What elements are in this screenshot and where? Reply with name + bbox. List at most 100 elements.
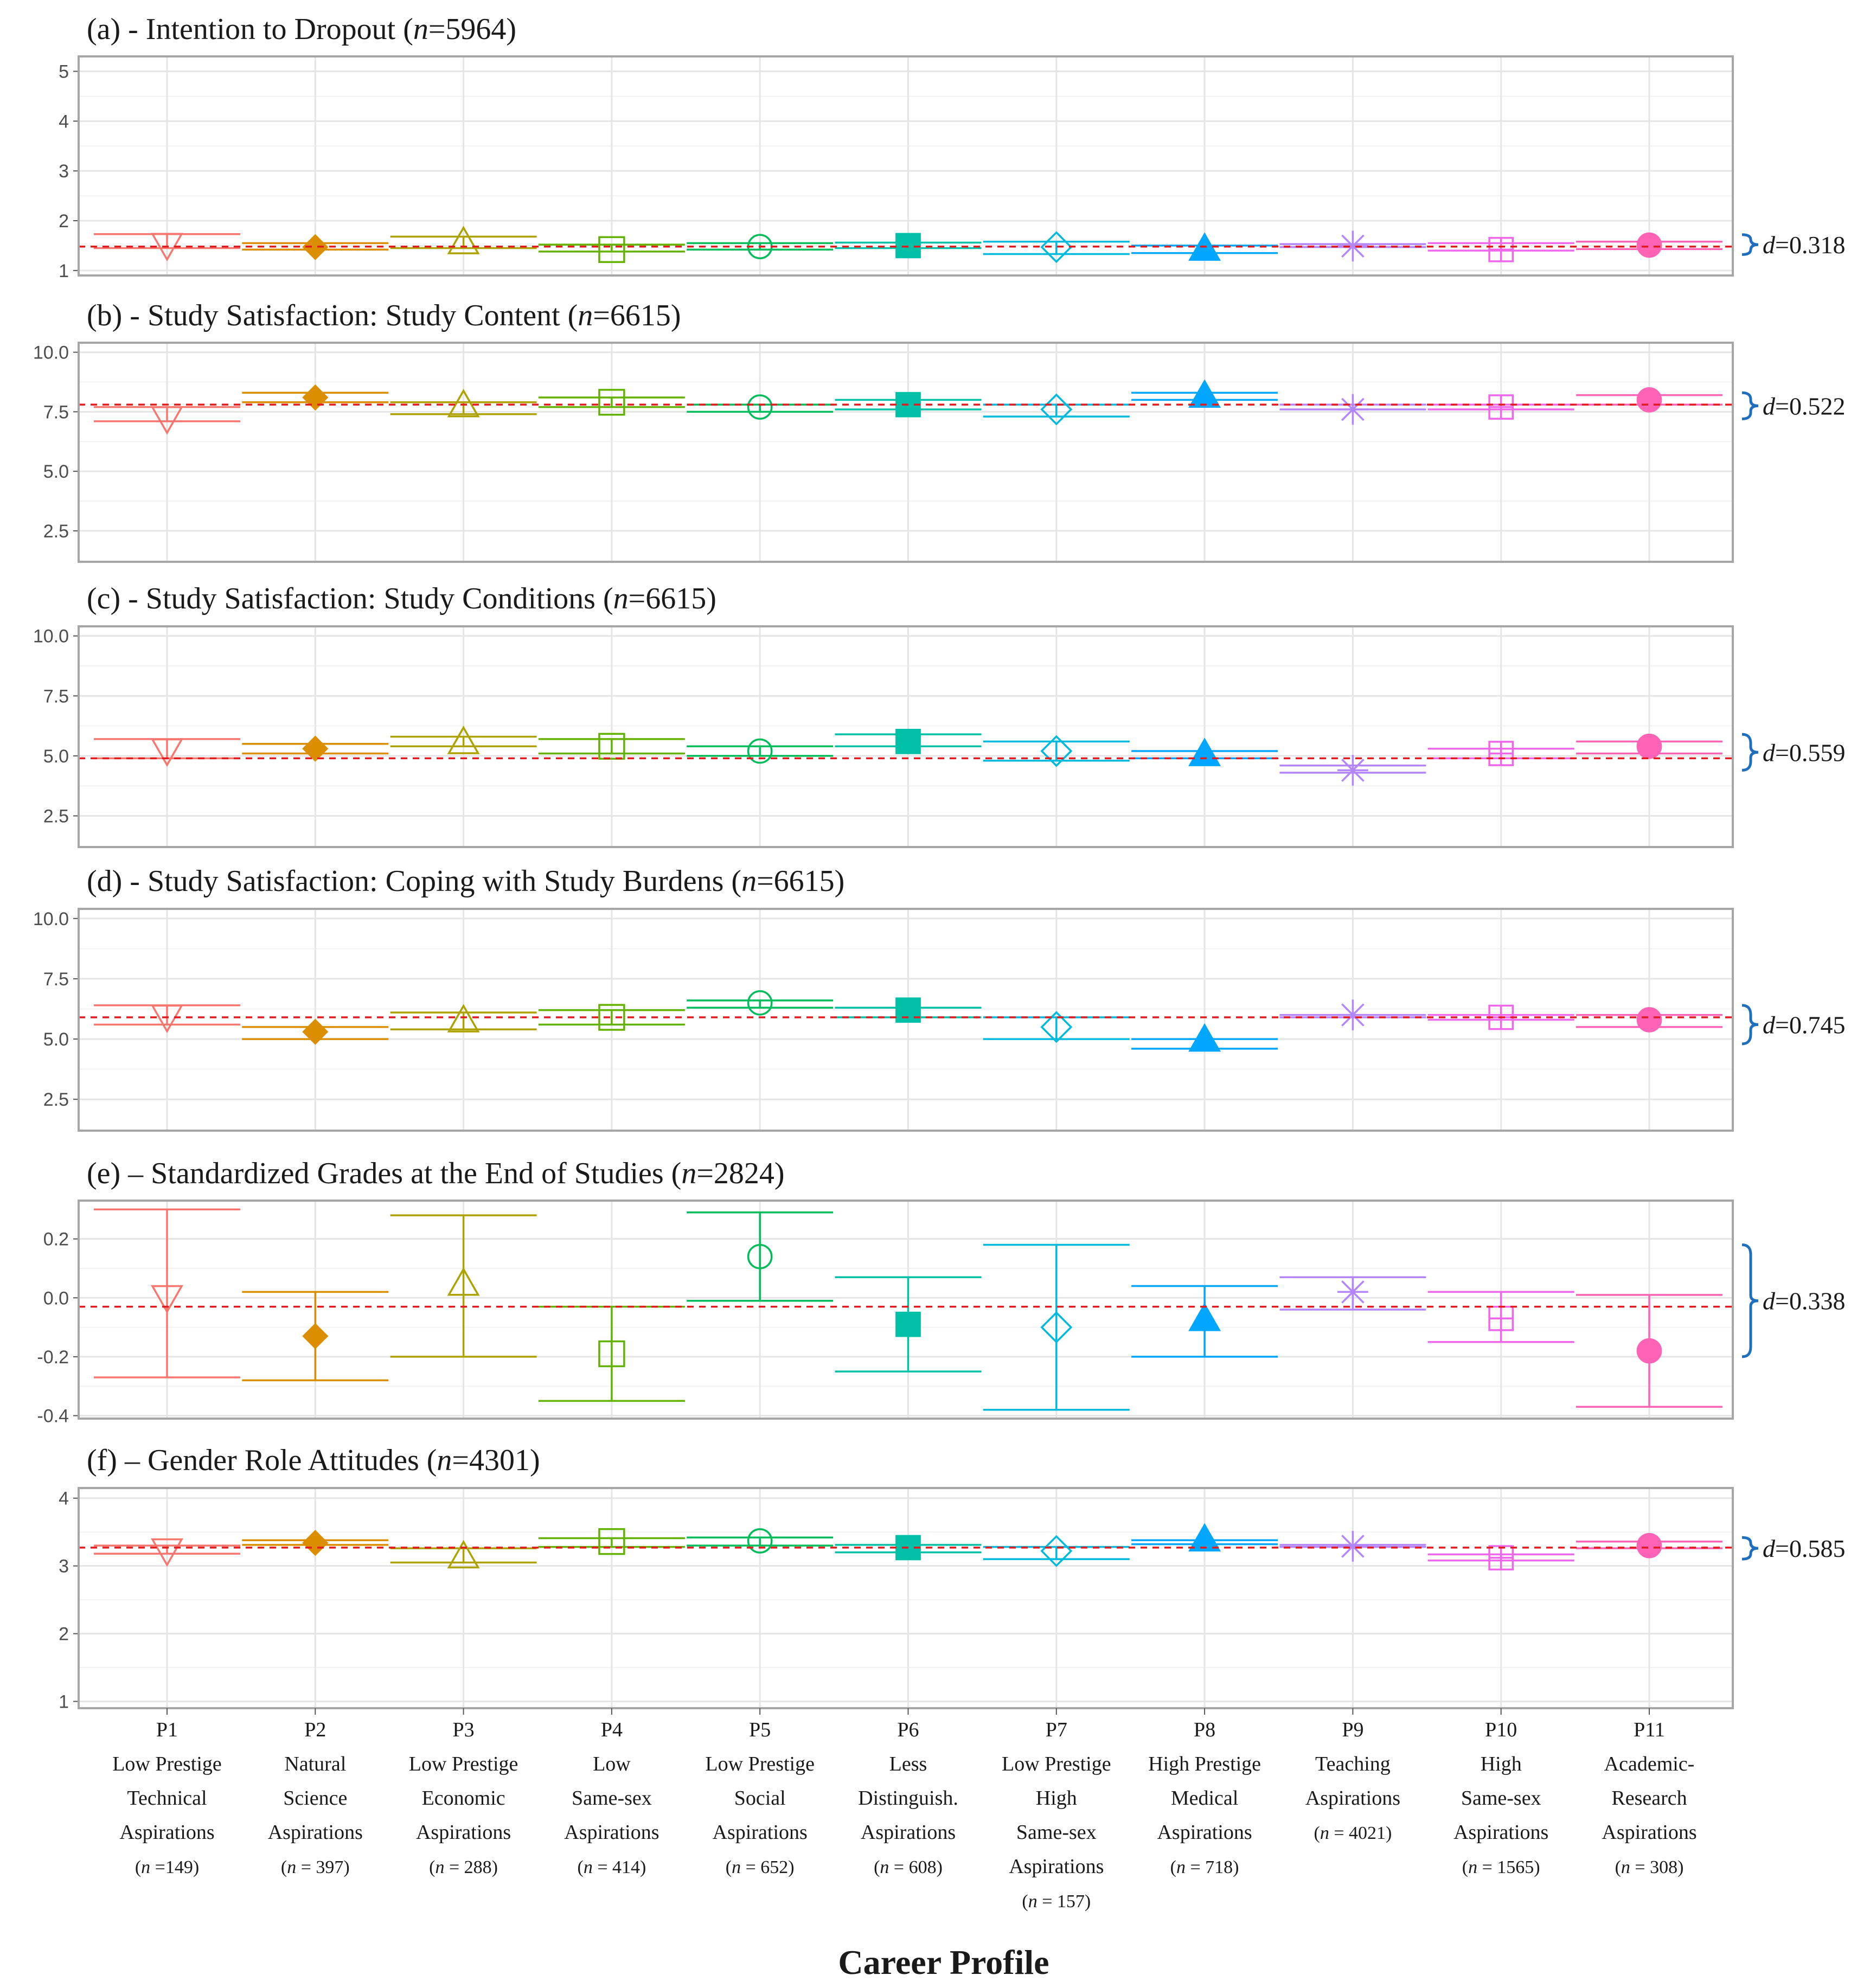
errorbar-P4	[538, 733, 685, 760]
mean-point-P2	[302, 735, 329, 762]
mean-point-P7	[1040, 1011, 1073, 1043]
effect-size-symbol: d	[1763, 1287, 1776, 1315]
effect-brace	[1741, 1536, 1759, 1561]
x-category-P7: P7 Low Prestige High Same-sex Aspirations (n …	[1002, 1708, 1111, 1912]
y-tick-label: 5.0	[43, 746, 69, 767]
plot-area	[79, 343, 1733, 562]
errorbar-P6	[835, 1276, 982, 1373]
errorbar-P9	[1279, 999, 1426, 1030]
mean-point-P3	[447, 1004, 480, 1033]
x-category-P11: P11 Academic- Research Aspirations (n = 308)	[1602, 1708, 1697, 1877]
y-tick-label: 3	[59, 1556, 69, 1577]
x-category-code: P11	[1634, 1718, 1665, 1741]
errorbar-P2	[242, 1530, 389, 1556]
panel-title: (e) – Standardized Grades at the End of …	[87, 1157, 785, 1190]
errorbar-P8	[1131, 1285, 1278, 1358]
panel-title-n: n	[578, 299, 593, 332]
x-category-line: Low Prestige	[409, 1753, 518, 1775]
errorbar-P1	[94, 1208, 240, 1378]
x-category-line: Aspirations	[1009, 1855, 1104, 1878]
mean-point-P7	[1040, 1535, 1073, 1567]
panel-title-n: n	[413, 12, 428, 46]
x-category-n: (n = 4021)	[1314, 1823, 1392, 1843]
x-category-n: (n = 608)	[874, 1857, 943, 1877]
effect-size-label: d=0.338	[1763, 1287, 1845, 1315]
x-category-line: Research	[1611, 1787, 1687, 1810]
x-category-line: Aspirations	[1602, 1821, 1696, 1844]
panel-title-suffix: =6615)	[629, 582, 716, 615]
errorbar-P9	[1279, 394, 1426, 425]
errorbar-P5	[687, 1528, 834, 1554]
mean-point-P4	[598, 236, 625, 263]
y-tick-label: 1	[59, 1692, 69, 1713]
mean-point-P6	[895, 728, 921, 754]
x-category-P8: P8 High Prestige Medical Aspirations (n = 71…	[1148, 1708, 1261, 1877]
effect-brace	[1741, 1004, 1759, 1046]
y-tick-label: 7.5	[43, 686, 69, 707]
panel-title: (b) - Study Satisfaction: Study Content …	[87, 299, 681, 332]
x-category-line: Low Prestige	[705, 1753, 815, 1775]
mean-point-P1	[150, 1285, 184, 1314]
y-tick-label: 2	[59, 1624, 69, 1645]
x-category-line: Aspirations	[861, 1821, 956, 1844]
x-category-line: High	[1481, 1753, 1522, 1775]
errorbar-P1	[94, 1004, 240, 1034]
errorbar-P11	[1576, 1007, 1722, 1033]
y-tick-label: 1	[59, 261, 69, 281]
y-tick-label: 5.0	[43, 461, 69, 482]
x-category-n: (n = 157)	[1022, 1891, 1091, 1912]
mean-point-P10	[1488, 236, 1514, 262]
mean-point-P10	[1488, 394, 1514, 420]
errorbar-P3	[390, 726, 537, 754]
x-category-n: (n = 414)	[577, 1857, 646, 1877]
panel-a: (a) - Intention to Dropout (n=5964) 1 2 3 4 5…	[59, 12, 1845, 281]
x-category-code: P3	[453, 1718, 475, 1741]
mean-point-P5	[747, 394, 773, 420]
panel-title-prefix: (c) - Study Satisfaction: Study Conditio…	[87, 582, 613, 615]
mean-point-P10	[1488, 1545, 1514, 1571]
x-category-code: P2	[304, 1718, 326, 1741]
errorbar-P4	[538, 389, 685, 416]
panel-border	[78, 55, 1734, 277]
mean-point-P2	[302, 1018, 329, 1045]
x-category-P2: P2 Natural Science Aspirations (n = 397)	[268, 1708, 363, 1877]
mean-point-P8	[1188, 738, 1221, 766]
y-tick-label: 2.5	[43, 521, 69, 542]
mean-point-P1	[150, 406, 184, 435]
panels: (a) - Intention to Dropout (n=5964)12345…	[33, 12, 1846, 1713]
x-category-code: P4	[601, 1718, 623, 1741]
effect-size-value: =0.338	[1775, 1287, 1845, 1315]
mean-point-P3	[447, 1267, 480, 1296]
x-category-code: P1	[156, 1718, 178, 1741]
x-category-line: Same-sex	[572, 1787, 652, 1810]
panel-border	[78, 342, 1734, 563]
x-category-line: Distinguish.	[858, 1787, 958, 1810]
y-tick-label: 2.5	[43, 1089, 69, 1110]
x-axis-title: Career Profile	[838, 1943, 1049, 1981]
errorbar-P2	[242, 234, 389, 260]
errorbar-P9	[1279, 1531, 1426, 1562]
mean-point-P11	[1636, 387, 1662, 413]
errorbar-P11	[1576, 1532, 1722, 1559]
x-category-line: Aspirations	[268, 1821, 363, 1844]
errorbar-P4	[538, 236, 685, 263]
mean-point-P11	[1636, 1338, 1662, 1364]
panel-title-prefix: (f) – Gender Role Attitudes (	[87, 1444, 437, 1477]
errorbar-P11	[1576, 1294, 1722, 1408]
errorbar-P9	[1279, 755, 1426, 786]
errorbar-P2	[242, 1018, 389, 1045]
x-axis-labels: P1 Low Prestige Technical Aspirations (n =14…	[112, 1708, 1697, 1912]
x-category-line: Aspirations	[1157, 1821, 1252, 1844]
errorbar-P6	[835, 728, 982, 754]
x-category-line: Aspirations	[564, 1821, 659, 1844]
mean-point-P5	[747, 990, 773, 1016]
x-category-line: Medical	[1171, 1787, 1239, 1810]
x-category-n: (n = 308)	[1615, 1857, 1684, 1877]
mean-point-P2	[302, 1323, 329, 1349]
panel-border	[78, 908, 1734, 1132]
mean-point-P1	[150, 1004, 184, 1034]
errorbar-P11	[1576, 232, 1722, 258]
y-tick-label: 3	[59, 161, 69, 182]
x-category-P3: P3 Low Prestige Economic Aspirations (n = 28…	[409, 1708, 518, 1877]
errorbar-P10	[1427, 1545, 1574, 1571]
